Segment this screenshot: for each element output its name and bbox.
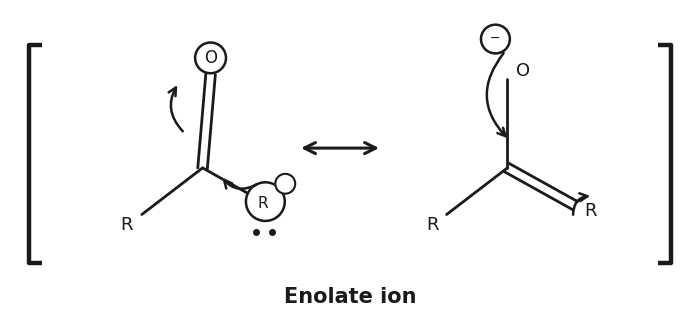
Circle shape [246,182,285,221]
Text: O: O [516,62,531,80]
Text: R: R [426,216,439,234]
Circle shape [275,174,295,194]
Text: R: R [120,216,133,234]
Text: −: − [490,32,500,45]
Text: O: O [204,49,217,67]
Text: Enolate ion: Enolate ion [284,287,416,307]
Circle shape [195,43,226,73]
Text: −: − [281,178,290,188]
Text: R: R [584,202,596,220]
Circle shape [481,25,510,53]
Text: R: R [257,196,267,211]
